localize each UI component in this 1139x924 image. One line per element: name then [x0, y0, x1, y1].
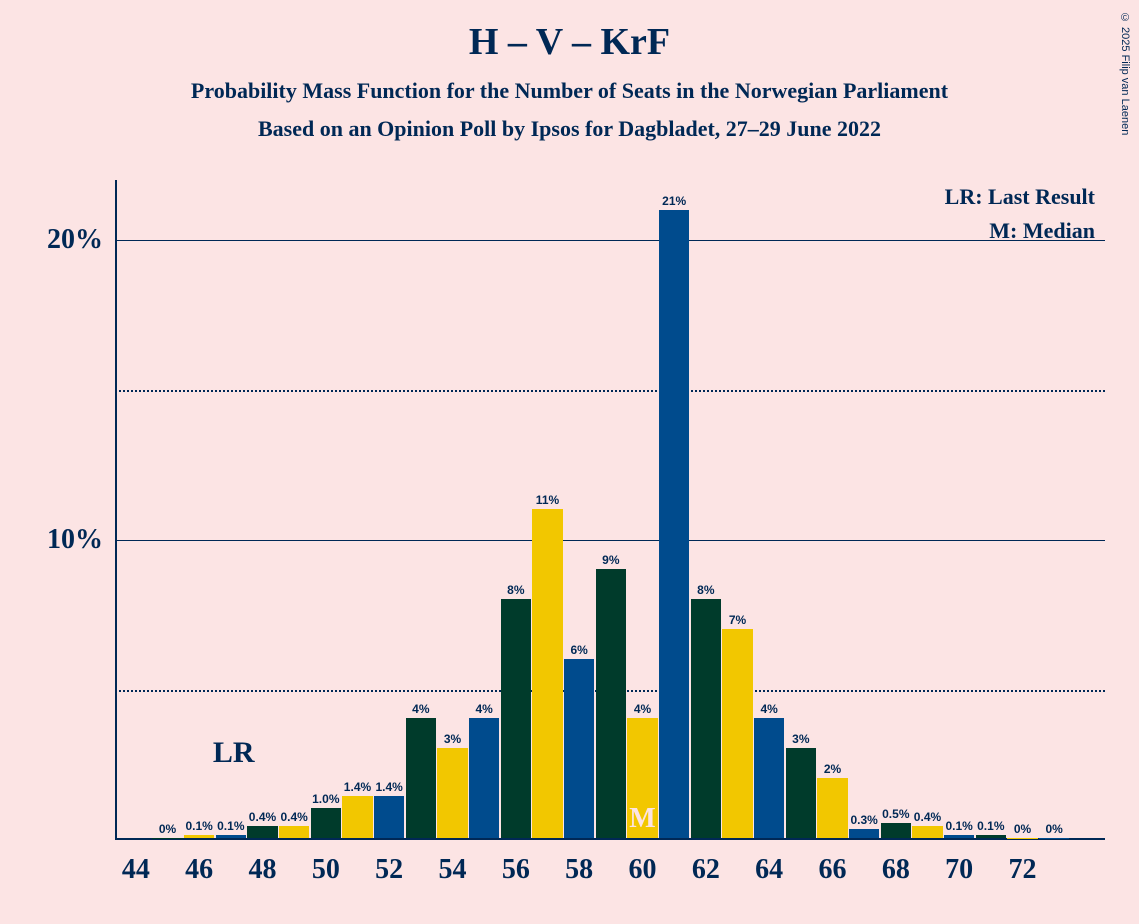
x-tick-label: 46 — [185, 854, 213, 886]
bar-value-label: 0.4% — [914, 810, 941, 824]
bar-value-label: 0% — [1014, 822, 1031, 836]
x-tick-label: 54 — [439, 854, 467, 886]
bar-value-label: 1.0% — [312, 792, 339, 806]
bar-value-label: 4% — [475, 702, 492, 716]
bar-value-label: 0% — [159, 822, 176, 836]
bar-value-label: 4% — [412, 702, 429, 716]
bar: 8% — [691, 599, 721, 838]
y-tick-label: 20% — [47, 224, 103, 256]
bar: 0.4% — [279, 826, 309, 838]
bar: 0% — [152, 838, 182, 839]
x-tick-label: 72 — [1009, 854, 1037, 886]
bar-value-label: 0.1% — [977, 819, 1004, 833]
bar-value-label: 0.1% — [185, 819, 212, 833]
bar: 0.1% — [184, 835, 214, 838]
bar: 8% — [501, 599, 531, 838]
chart-subtitle-2: Based on an Opinion Poll by Ipsos for Da… — [0, 104, 1139, 142]
bar: 0.1% — [216, 835, 246, 838]
bar-value-label: 1.4% — [344, 780, 371, 794]
median-annotation: M — [627, 803, 657, 835]
x-tick-label: 62 — [692, 854, 720, 886]
bar: 4% — [754, 718, 784, 838]
x-axis — [115, 838, 1105, 840]
bar: 0.4% — [912, 826, 942, 838]
bar: 4% — [469, 718, 499, 838]
bar-value-label: 0.5% — [882, 807, 909, 821]
chart-plot-area: LR: Last Result M: Median 10%20% 0%0.1%0… — [115, 180, 1105, 840]
bar: 1.4% — [374, 796, 404, 838]
bar-value-label: 0.1% — [217, 819, 244, 833]
bar: 7% — [722, 629, 752, 838]
bar-value-label: 3% — [792, 732, 809, 746]
bar-value-label: 8% — [697, 583, 714, 597]
bar-value-label: 2% — [824, 762, 841, 776]
chart-title: H – V – KrF — [0, 0, 1139, 64]
bar: 0% — [1039, 838, 1069, 839]
bar-value-label: 4% — [634, 702, 651, 716]
bar: 0.3% — [849, 829, 879, 838]
bar-value-label: 3% — [444, 732, 461, 746]
x-tick-label: 52 — [375, 854, 403, 886]
x-tick-label: 60 — [629, 854, 657, 886]
bar: 0.5% — [881, 823, 911, 838]
bar-value-label: 9% — [602, 553, 619, 567]
bar: 1.4% — [342, 796, 372, 838]
x-tick-label: 44 — [122, 854, 150, 886]
y-tick-label: 10% — [47, 524, 103, 556]
copyright-text: © 2025 Filip van Laenen — [1119, 12, 1131, 135]
bar: 2% — [817, 778, 847, 838]
bar-value-label: 6% — [570, 643, 587, 657]
bar: 0.4% — [247, 826, 277, 838]
bar-value-label: 0.3% — [850, 813, 877, 827]
bar-value-label: 4% — [760, 702, 777, 716]
bar: 1.0% — [311, 808, 341, 838]
bar-value-label: 7% — [729, 613, 746, 627]
bar: 0% — [1007, 838, 1037, 839]
chart-subtitle-1: Probability Mass Function for the Number… — [0, 64, 1139, 104]
bar: 6% — [564, 659, 594, 838]
bar: 0.1% — [976, 835, 1006, 838]
bar: 3% — [437, 748, 467, 838]
lr-annotation: LR — [213, 736, 255, 770]
bar-value-label: 11% — [536, 493, 559, 507]
bar-value-label: 0.4% — [249, 810, 276, 824]
x-tick-label: 66 — [819, 854, 847, 886]
x-tick-label: 56 — [502, 854, 530, 886]
x-tick-label: 50 — [312, 854, 340, 886]
x-tick-label: 68 — [882, 854, 910, 886]
bar-value-label: 0% — [1045, 822, 1062, 836]
bar: 9% — [596, 569, 626, 838]
bar: 11% — [532, 509, 562, 838]
bar: 4% — [406, 718, 436, 838]
bar: 0.1% — [944, 835, 974, 838]
bar-value-label: 0.4% — [280, 810, 307, 824]
bar-value-label: 0.1% — [945, 819, 972, 833]
x-tick-label: 64 — [755, 854, 783, 886]
bar: 3% — [786, 748, 816, 838]
bar: 21% — [659, 210, 689, 838]
x-tick-label: 48 — [249, 854, 277, 886]
x-tick-label: 70 — [945, 854, 973, 886]
bars-container: 0%0.1%0.1%0.4%0.4%1.0%1.4%1.4%4%3%4%8%11… — [115, 180, 1105, 838]
bar-value-label: 8% — [507, 583, 524, 597]
bar-value-label: 1.4% — [375, 780, 402, 794]
bar-value-label: 21% — [662, 194, 686, 208]
x-tick-label: 58 — [565, 854, 593, 886]
